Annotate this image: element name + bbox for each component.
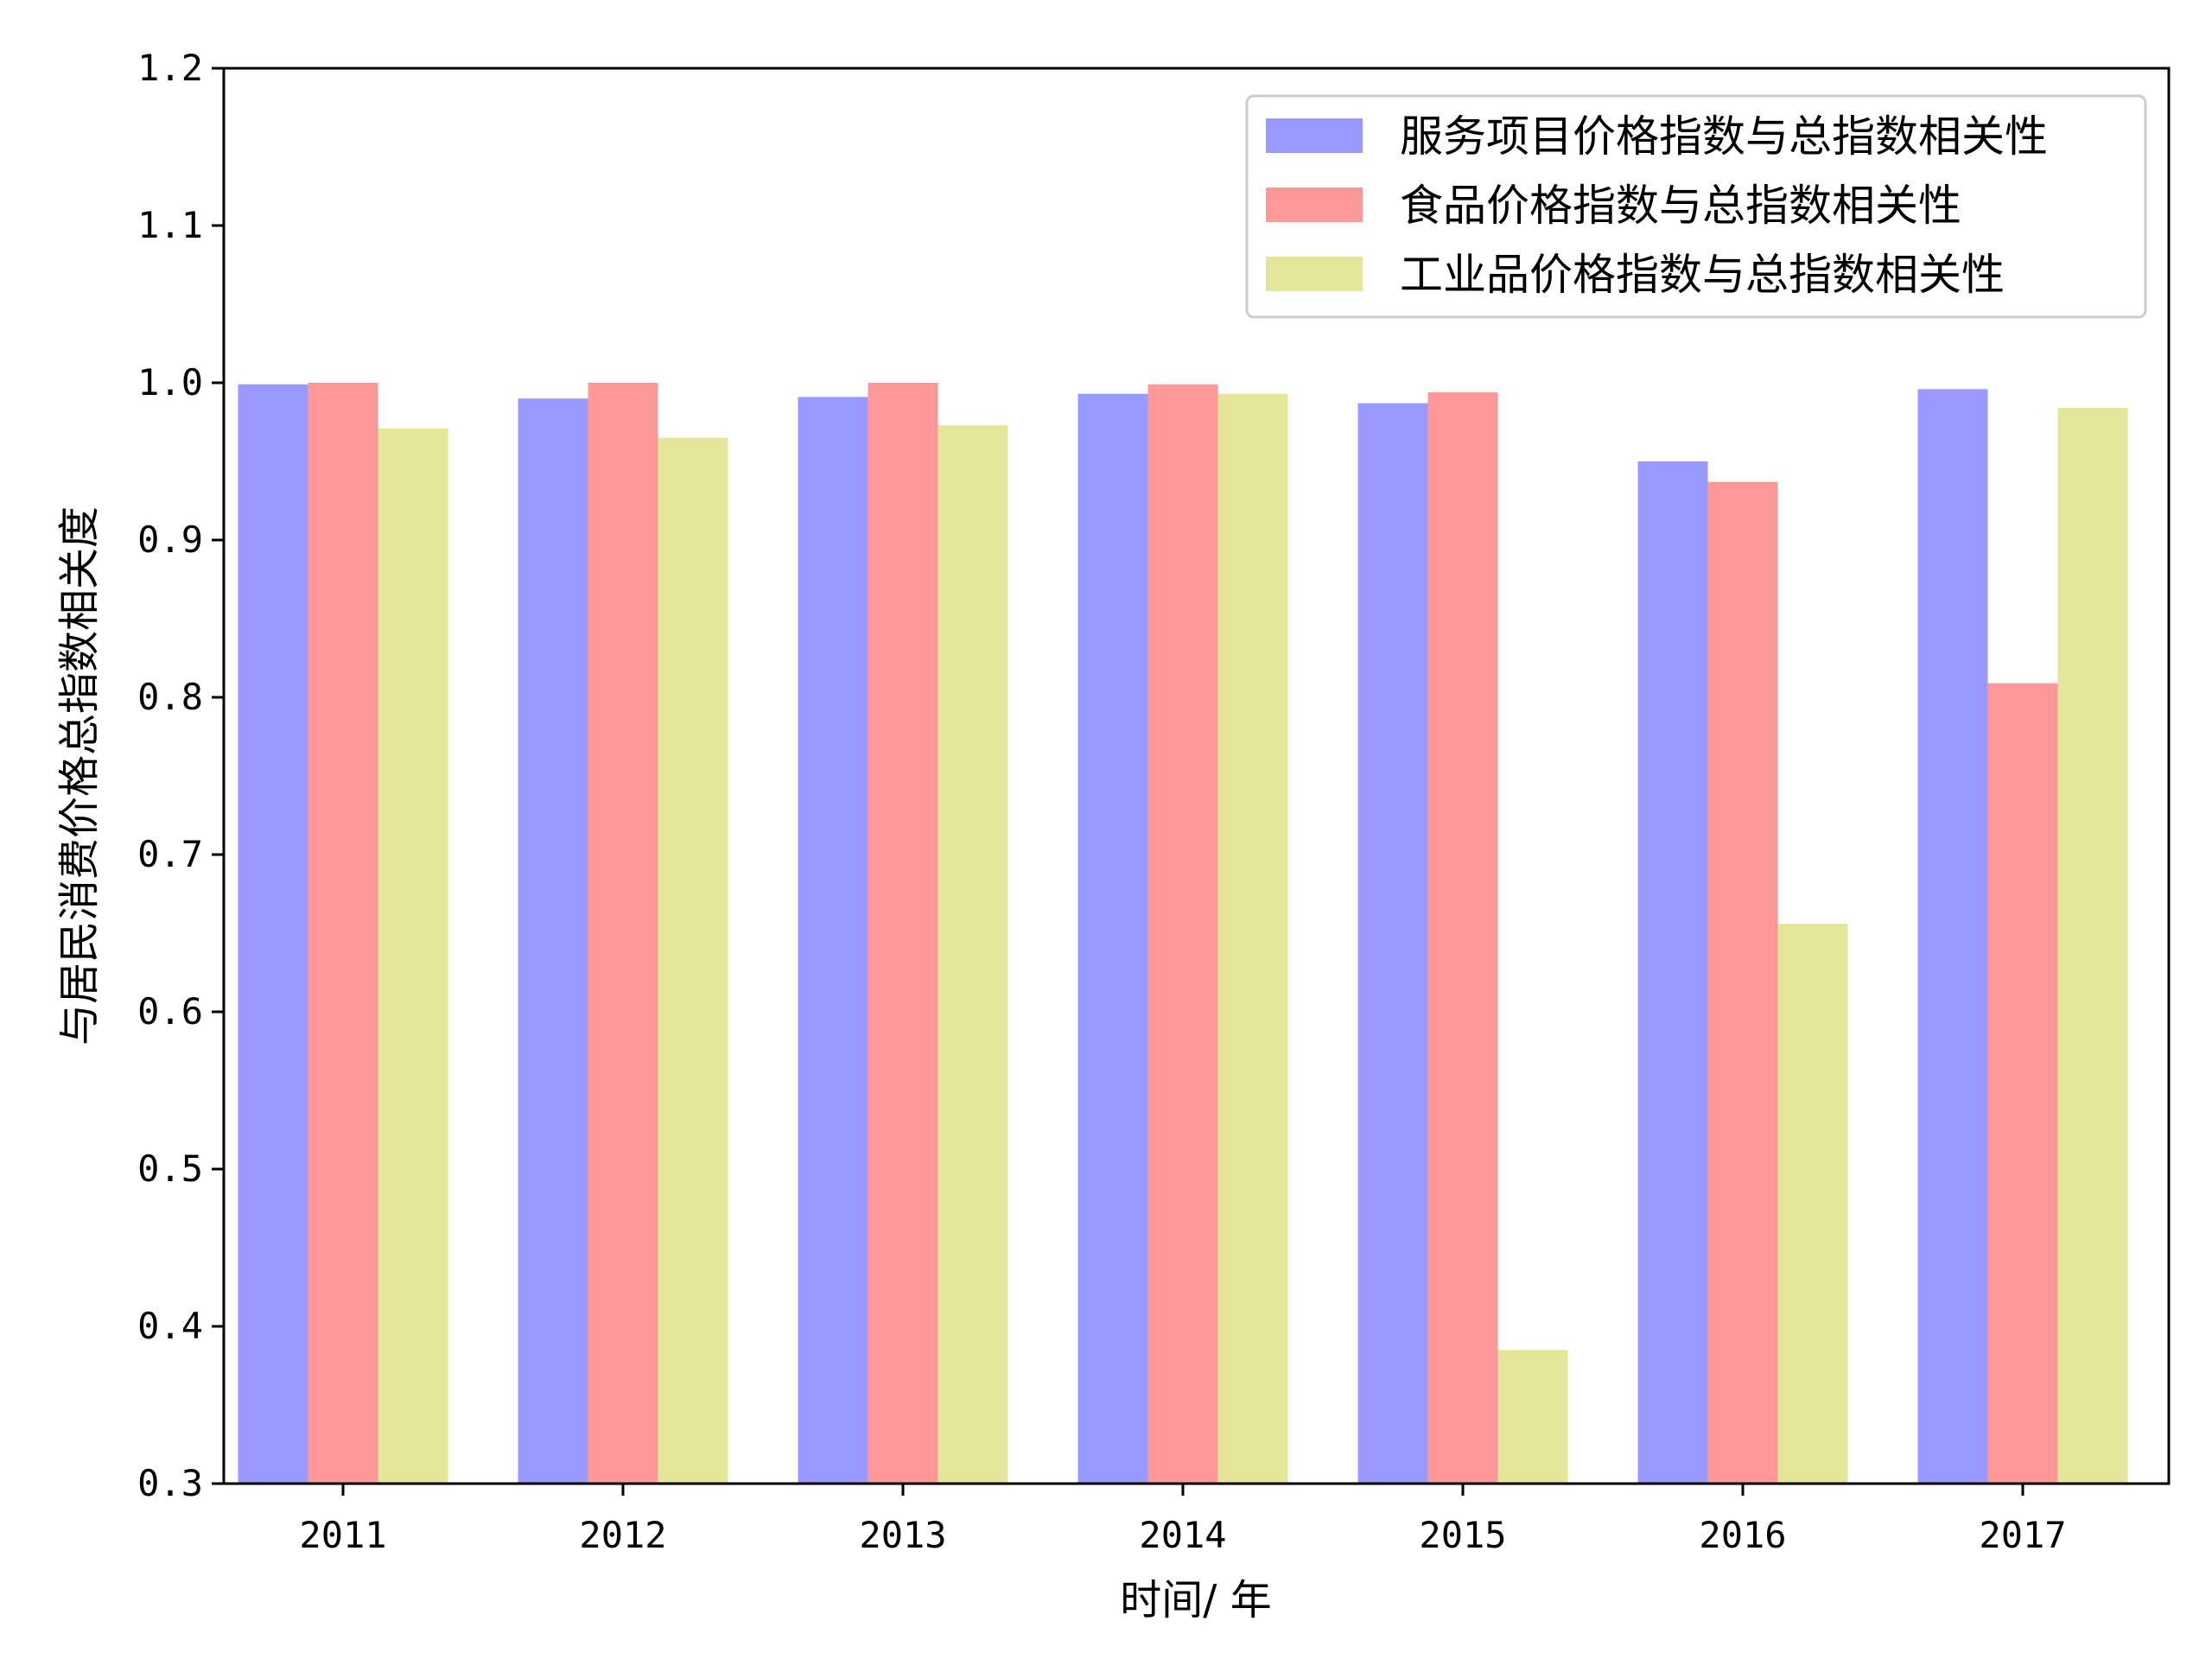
bar-3-2013: [938, 425, 1008, 1484]
bar-1-2015: [1357, 403, 1428, 1484]
bar-3-2016: [1777, 924, 1848, 1484]
bars-layer: [238, 383, 2128, 1484]
y-tick-label: 0.4: [137, 1305, 203, 1347]
x-axis: 2011 2012 2013 2014 2015 2016 2017: [299, 1484, 2067, 1556]
legend-items: 服务项目价格指数与总指数相关性食品价格指数与总指数相关性工业品价格指数与总指数相…: [1266, 111, 2048, 300]
bar-2-2016: [1707, 481, 1778, 1484]
bar-3-2015: [1497, 1350, 1568, 1484]
y-tick-label: 1.2: [137, 47, 203, 89]
legend-label-2: 食品价格指数与总指数相关性: [1400, 181, 1961, 231]
bar-2-2014: [1147, 384, 1218, 1484]
y-axis: 0.3 0.4 0.5 0.6 0.7 0.8 0.9 1.0 1.1 1.2: [137, 47, 224, 1504]
legend-swatch-3: [1266, 257, 1363, 291]
y-tick-label: 0.9: [137, 518, 203, 561]
bar-2-2012: [588, 383, 658, 1484]
x-tick-label: 2017: [1979, 1514, 2066, 1556]
y-tick-label: 0.7: [137, 833, 203, 875]
legend-label-1: 服务项目价格指数与总指数相关性: [1400, 111, 2048, 162]
bar-3-2012: [658, 437, 728, 1484]
bar-1-2013: [798, 397, 868, 1484]
legend: 服务项目价格指数与总指数相关性食品价格指数与总指数相关性工业品价格指数与总指数相…: [1245, 94, 2147, 319]
x-tick-label: 2014: [1139, 1514, 1226, 1556]
x-tick-label: 2015: [1419, 1514, 1506, 1556]
y-tick-label: 1.1: [137, 204, 203, 246]
bar-1-2016: [1637, 461, 1708, 1484]
bar-1-2017: [1917, 389, 1988, 1484]
y-tick-label: 0.3: [137, 1462, 203, 1504]
bar-3-2017: [2057, 408, 2128, 1484]
legend-swatch-1: [1266, 118, 1363, 153]
plot-frame: [222, 67, 2171, 1485]
bar-2-2017: [1987, 683, 2058, 1484]
bar-3-2014: [1217, 393, 1288, 1484]
y-tick-label: 1.0: [137, 361, 203, 404]
legend-box: [1245, 94, 2147, 319]
bar-2-2015: [1427, 391, 1498, 1484]
bar-2-2011: [308, 383, 378, 1484]
y-tick-label: 0.6: [137, 990, 203, 1033]
y-tick-label: 0.5: [137, 1147, 203, 1190]
bar-1-2011: [238, 384, 308, 1484]
legend-swatch-2: [1266, 188, 1363, 222]
bar-2-2013: [868, 383, 938, 1484]
y-tick-label: 0.8: [137, 676, 203, 718]
x-tick-label: 2016: [1699, 1514, 1786, 1556]
legend-label-3: 工业品价格指数与总指数相关性: [1400, 250, 2005, 300]
bar-1-2012: [518, 398, 588, 1484]
x-tick-label: 2012: [579, 1514, 666, 1556]
bar-3-2011: [378, 428, 448, 1484]
y-axis-title: 与居民消费价格总指数相关度: [55, 506, 104, 1046]
x-tick-label: 2011: [299, 1514, 386, 1556]
bar-1-2014: [1077, 393, 1148, 1484]
x-tick-label: 2013: [859, 1514, 946, 1556]
x-axis-title: 时间/ 年: [1120, 1576, 1271, 1624]
